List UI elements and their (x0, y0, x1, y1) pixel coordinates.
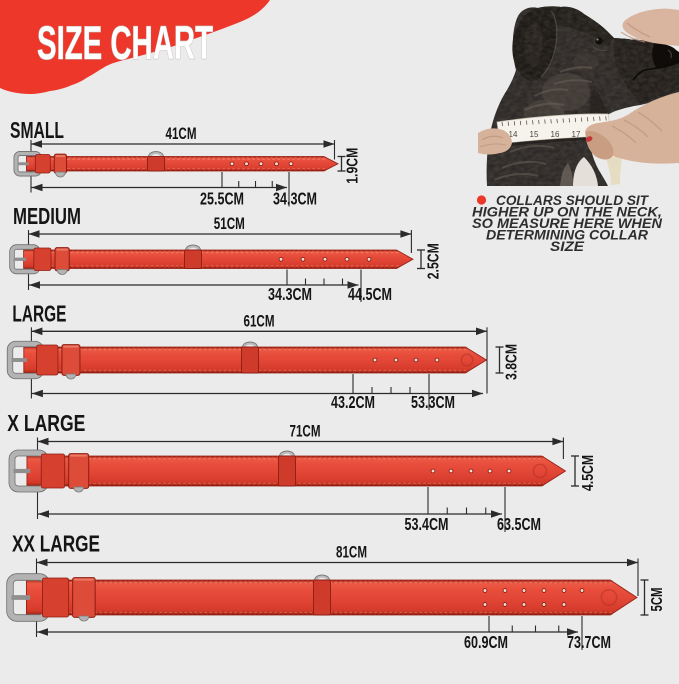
svg-text:3.8CM: 3.8CM (504, 344, 521, 380)
svg-text:34.3CM: 34.3CM (268, 284, 312, 304)
svg-text:SIZE CHART: SIZE CHART (37, 17, 213, 70)
svg-text:MEDIUM: MEDIUM (13, 203, 81, 229)
svg-text:43.2CM: 43.2CM (331, 392, 375, 412)
svg-text:SIZE: SIZE (550, 239, 585, 254)
svg-text:63.5CM: 63.5CM (497, 514, 541, 534)
svg-text:41CM: 41CM (166, 125, 197, 143)
svg-text:71CM: 71CM (290, 423, 321, 441)
svg-text:44.5CM: 44.5CM (348, 284, 392, 304)
svg-text:34.3CM: 34.3CM (273, 189, 317, 209)
svg-text:61CM: 61CM (244, 312, 275, 330)
svg-text:25.5CM: 25.5CM (200, 189, 244, 209)
svg-text:DETERMINING COLLAR: DETERMINING COLLAR (486, 228, 648, 243)
svg-text:60.9CM: 60.9CM (464, 632, 508, 652)
svg-text:14: 14 (509, 130, 518, 139)
svg-text:SO MEASURE HERE WHEN: SO MEASURE HERE WHEN (472, 216, 662, 231)
svg-text:17: 17 (572, 130, 581, 139)
svg-text:2.5CM: 2.5CM (426, 243, 443, 279)
svg-text:HIGHER UP ON THE NECK,: HIGHER UP ON THE NECK, (472, 205, 662, 220)
svg-text:81CM: 81CM (336, 544, 367, 562)
svg-text:16: 16 (551, 130, 560, 139)
svg-text:51CM: 51CM (214, 215, 245, 233)
svg-text:COLLARS SHOULD SIT: COLLARS SHOULD SIT (496, 193, 650, 208)
svg-text:53.4CM: 53.4CM (405, 514, 449, 534)
svg-text:SMALL: SMALL (10, 117, 64, 143)
svg-text:15: 15 (530, 130, 539, 139)
svg-text:LARGE: LARGE (12, 301, 66, 327)
svg-text:1.9CM: 1.9CM (345, 148, 362, 184)
svg-text:4.5CM: 4.5CM (580, 455, 597, 491)
svg-text:73.7CM: 73.7CM (567, 632, 611, 652)
svg-text:X LARGE: X LARGE (7, 410, 85, 436)
svg-text:XX LARGE: XX LARGE (12, 531, 100, 557)
svg-text:5CM: 5CM (649, 588, 666, 612)
svg-text:53.3CM: 53.3CM (411, 392, 455, 412)
